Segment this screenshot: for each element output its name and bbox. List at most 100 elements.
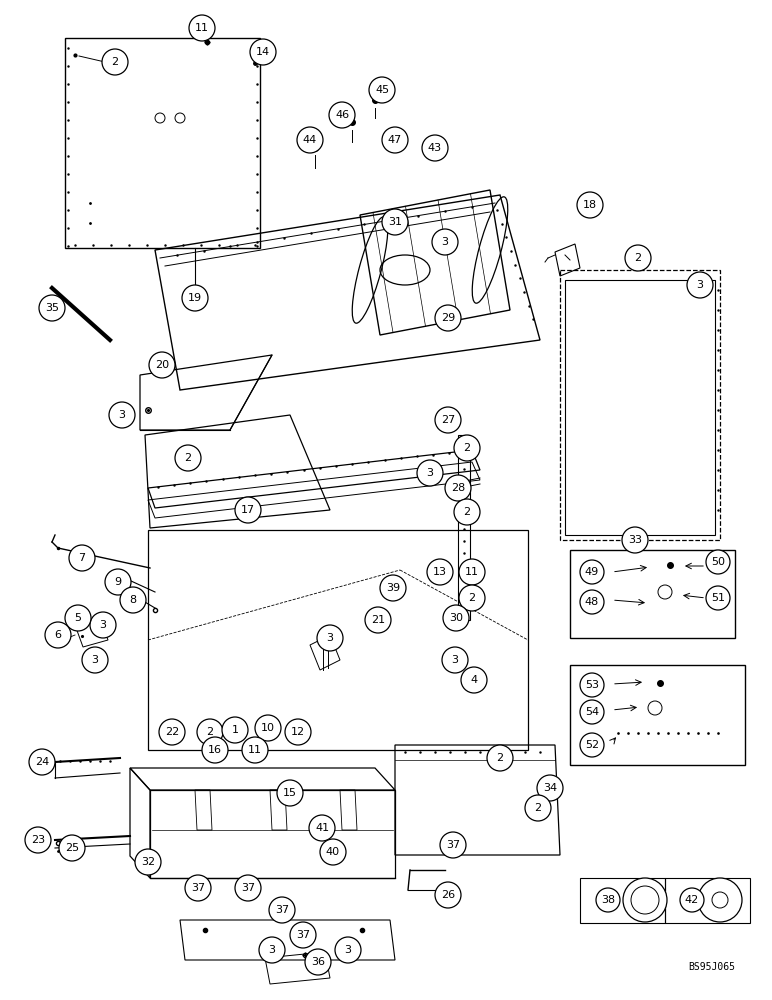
Circle shape: [687, 272, 713, 298]
Text: 52: 52: [585, 740, 599, 750]
Text: BS95J065: BS95J065: [688, 962, 735, 972]
Text: 37: 37: [446, 840, 460, 850]
Circle shape: [135, 849, 161, 875]
Circle shape: [277, 780, 303, 806]
Text: 41: 41: [315, 823, 329, 833]
Circle shape: [189, 15, 215, 41]
Text: 29: 29: [441, 313, 455, 323]
Circle shape: [706, 550, 730, 574]
Circle shape: [222, 717, 248, 743]
Circle shape: [59, 835, 85, 861]
Text: 37: 37: [191, 883, 205, 893]
Circle shape: [109, 402, 135, 428]
Circle shape: [105, 569, 131, 595]
Text: 5: 5: [75, 613, 82, 623]
Text: 2: 2: [111, 57, 119, 67]
Circle shape: [297, 127, 323, 153]
Circle shape: [596, 888, 620, 912]
Text: 3: 3: [92, 655, 99, 665]
Text: 15: 15: [283, 788, 297, 798]
Text: 20: 20: [155, 360, 169, 370]
Text: 45: 45: [375, 85, 389, 95]
Text: 47: 47: [388, 135, 402, 145]
Circle shape: [285, 719, 311, 745]
Circle shape: [537, 775, 563, 801]
Circle shape: [382, 209, 408, 235]
Circle shape: [435, 305, 461, 331]
Text: 44: 44: [303, 135, 317, 145]
Text: 22: 22: [165, 727, 179, 737]
Circle shape: [577, 192, 603, 218]
Text: 43: 43: [428, 143, 442, 153]
Circle shape: [175, 445, 201, 471]
Circle shape: [185, 875, 211, 901]
Text: 37: 37: [296, 930, 310, 940]
Circle shape: [335, 937, 361, 963]
Circle shape: [454, 435, 480, 461]
Text: 36: 36: [311, 957, 325, 967]
Text: 14: 14: [256, 47, 270, 57]
Text: 38: 38: [601, 895, 615, 905]
Text: 3: 3: [696, 280, 703, 290]
Text: 48: 48: [585, 597, 599, 607]
Text: 3: 3: [426, 468, 434, 478]
Circle shape: [443, 605, 469, 631]
Circle shape: [365, 607, 391, 633]
Circle shape: [82, 647, 108, 673]
Circle shape: [242, 737, 268, 763]
Circle shape: [445, 475, 471, 501]
Circle shape: [622, 527, 648, 553]
Circle shape: [580, 673, 604, 697]
Text: 4: 4: [470, 675, 478, 685]
Text: 13: 13: [433, 567, 447, 577]
Circle shape: [380, 575, 406, 601]
Text: 53: 53: [585, 680, 599, 690]
Circle shape: [382, 127, 408, 153]
Text: 27: 27: [441, 415, 455, 425]
Text: 11: 11: [465, 567, 479, 577]
Circle shape: [202, 737, 228, 763]
Text: 10: 10: [261, 723, 275, 733]
Circle shape: [648, 701, 662, 715]
Text: 3: 3: [269, 945, 276, 955]
Circle shape: [440, 832, 466, 858]
Circle shape: [369, 77, 395, 103]
Circle shape: [658, 585, 672, 599]
Text: 11: 11: [248, 745, 262, 755]
Text: 32: 32: [141, 857, 155, 867]
Text: 18: 18: [583, 200, 597, 210]
Circle shape: [29, 749, 55, 775]
Circle shape: [459, 585, 485, 611]
Circle shape: [269, 897, 295, 923]
Text: 2: 2: [534, 803, 542, 813]
FancyBboxPatch shape: [570, 550, 735, 638]
Text: 23: 23: [31, 835, 45, 845]
Circle shape: [631, 886, 659, 914]
Circle shape: [45, 622, 71, 648]
Circle shape: [435, 882, 461, 908]
Text: 42: 42: [685, 895, 699, 905]
Text: 2: 2: [463, 443, 471, 453]
Text: 9: 9: [114, 577, 121, 587]
Polygon shape: [130, 768, 395, 790]
Text: 24: 24: [35, 757, 49, 767]
Circle shape: [235, 875, 261, 901]
Circle shape: [712, 892, 728, 908]
Text: 11: 11: [195, 23, 209, 33]
Circle shape: [680, 888, 704, 912]
Circle shape: [580, 590, 604, 614]
Circle shape: [149, 352, 175, 378]
Circle shape: [623, 878, 667, 922]
Text: 39: 39: [386, 583, 400, 593]
Text: 28: 28: [451, 483, 465, 493]
Circle shape: [69, 545, 95, 571]
Circle shape: [25, 827, 51, 853]
Text: 2: 2: [185, 453, 191, 463]
Circle shape: [309, 815, 335, 841]
Circle shape: [320, 839, 346, 865]
Circle shape: [442, 647, 468, 673]
Circle shape: [255, 715, 281, 741]
Text: 51: 51: [711, 593, 725, 603]
Circle shape: [317, 625, 343, 651]
Text: 17: 17: [241, 505, 255, 515]
